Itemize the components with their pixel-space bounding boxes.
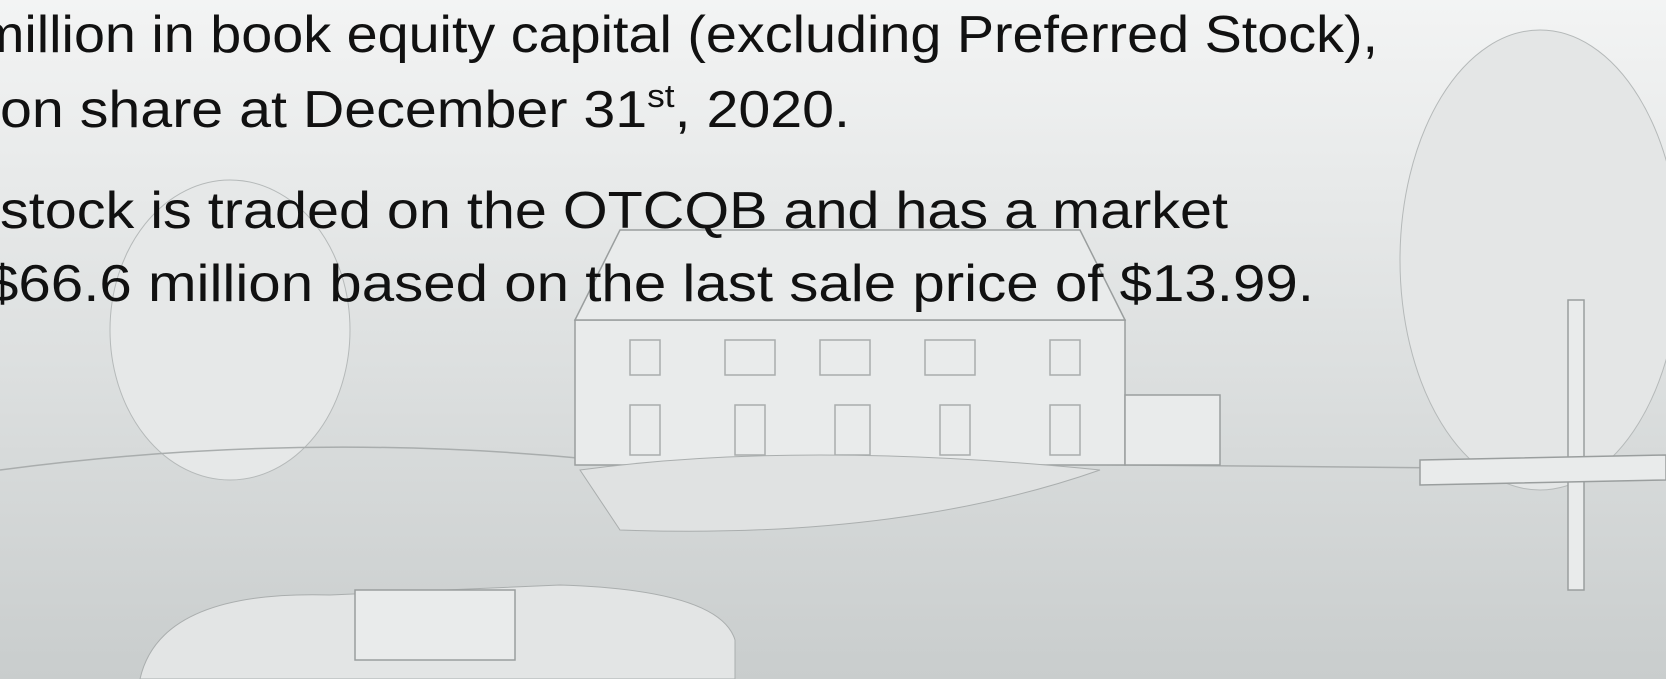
text-line: million in book equity capital (excludin… <box>0 6 1378 64</box>
text-line: $66.6 million based on the last sale pri… <box>0 255 1314 313</box>
text-line: stock is traded on the OTCQB and has a m… <box>0 182 1229 240</box>
text-run: on share at December 31 <box>0 81 647 139</box>
text-run: , 2020. <box>675 81 850 139</box>
house-sketch <box>0 29 1666 679</box>
text-line: on share at December 31 st, 2020. <box>0 78 850 139</box>
superscript: st <box>647 78 675 114</box>
